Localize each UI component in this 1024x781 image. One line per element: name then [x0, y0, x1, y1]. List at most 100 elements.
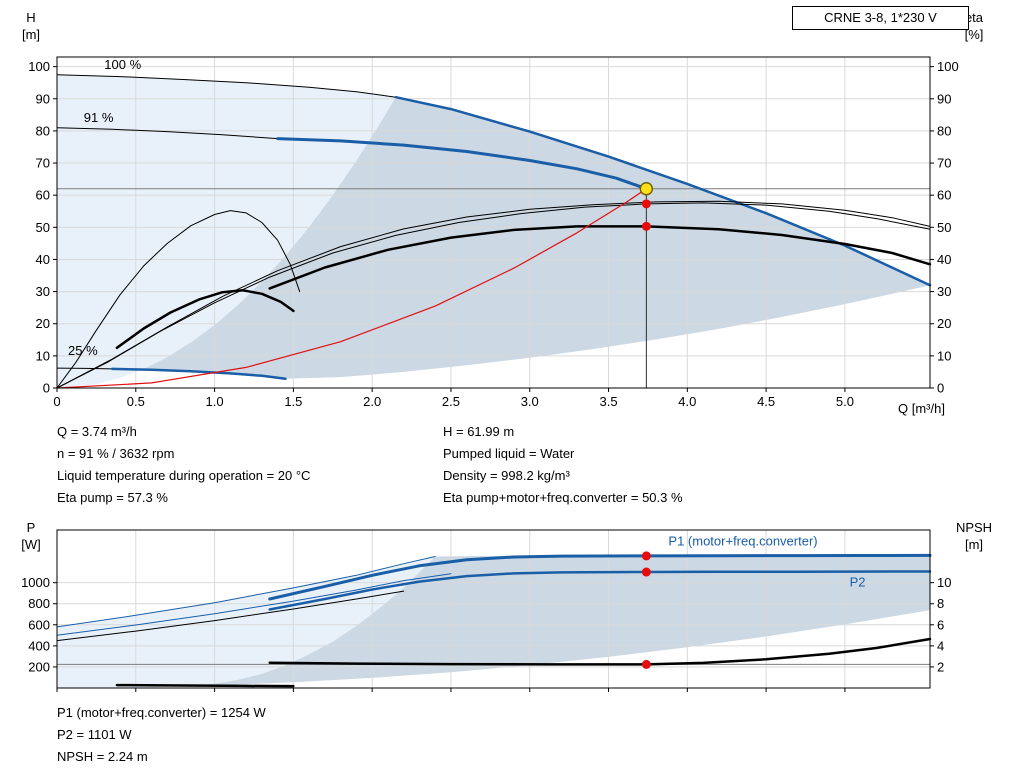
- power-npsh-chart: 200 400 600 800 1000 P [W] 2 4 6 8 10 NPSH [m] P1 (mot…: [21, 520, 992, 692]
- result-liquid-temperature: Liquid temperature during operation = 20…: [57, 468, 311, 483]
- x-tick-label: 0.5: [127, 394, 145, 409]
- left-tick-label: 50: [36, 220, 50, 235]
- hq-curve-100pct: [394, 95, 932, 287]
- power-results: P1 (motor+freq.converter) = 1254 W P2 = …: [57, 702, 266, 768]
- left-tick-label: 10: [36, 348, 50, 363]
- system-affinity-curve: [56, 188, 648, 389]
- hq-curve-91pct-duty: [276, 137, 648, 191]
- duty-results-left: Q = 3.74 m³/h n = 91 % / 3632 rpm Liquid…: [57, 421, 310, 509]
- x-tick-label: 4.0: [678, 394, 696, 409]
- result-npsh: NPSH = 2.24 m: [57, 749, 148, 764]
- left-tick-label: 800: [28, 596, 50, 611]
- right-tick-label: 20: [937, 316, 951, 331]
- x-tick-label: 5.0: [836, 394, 854, 409]
- duty-results-right: H = 61.99 m Pumped liquid = Water Densit…: [443, 421, 683, 509]
- right-axis-label: [%]: [965, 27, 984, 42]
- right-tick-label: 60: [937, 188, 951, 203]
- right-tick-label: 100: [937, 59, 959, 74]
- eta-pump-100pct: [56, 200, 931, 389]
- p1-curve-label: P1 (motor+freq.converter): [668, 534, 817, 549]
- left-tick-label: 30: [36, 284, 50, 299]
- left-tick-label: 400: [28, 638, 50, 653]
- right-tick-label: 40: [937, 252, 951, 267]
- right-tick-label: 0: [937, 381, 944, 396]
- result-speed: n = 91 % / 3632 rpm: [57, 446, 175, 461]
- eta-pump-marker: [641, 199, 651, 209]
- result-p2: P2 = 1101 W: [57, 727, 132, 742]
- x-tick-label: 2.5: [442, 394, 460, 409]
- x-tick-label: 0: [53, 394, 60, 409]
- p2-100pct-thin: [56, 573, 452, 636]
- x-tick-label: 1.0: [206, 394, 224, 409]
- right-tick-label: 80: [937, 123, 951, 138]
- p1-curve-duty: [268, 553, 932, 601]
- p2-marker: [641, 567, 651, 577]
- pump-model-label: CRNE 3-8, 1*230 V: [824, 10, 937, 25]
- result-eta-pump: Eta pump = 57.3 %: [57, 490, 168, 505]
- speed-label-25: 25 %: [68, 343, 98, 358]
- left-tick-label: 100: [28, 59, 50, 74]
- right-tick-label: 70: [937, 156, 951, 171]
- plot-border: [56, 56, 931, 389]
- eta-arc-low-speed-thin: [56, 210, 301, 389]
- right-axis-label: [m]: [965, 537, 983, 552]
- power-operating-envelope: [116, 554, 930, 688]
- npsh-curve: [268, 637, 932, 666]
- hq-curve-100pct-thin: [56, 74, 397, 98]
- p2-curve-duty: [268, 570, 932, 611]
- left-tick-label: 70: [36, 156, 50, 171]
- right-tick-label: 4: [937, 638, 944, 653]
- right-tick-label: 30: [937, 284, 951, 299]
- p1-marker: [641, 551, 651, 561]
- pump-model-box: CRNE 3-8, 1*230 V: [792, 6, 969, 30]
- eta-arc-low-speed-thick: [115, 289, 295, 350]
- x-tick-label: 4.5: [757, 394, 775, 409]
- result-density: Density = 998.2 kg/m³: [443, 468, 570, 483]
- right-tick-label: 10: [937, 575, 951, 590]
- plot-border: [56, 529, 931, 689]
- p-thin-black: [56, 590, 405, 642]
- right-tick-label: 90: [937, 91, 951, 106]
- left-tick-label: 20: [36, 316, 50, 331]
- p2-curve-label: P2: [850, 575, 866, 590]
- eta-total-duty-thick: [268, 225, 932, 290]
- left-tick-label: 60: [36, 188, 50, 203]
- x-tick-label: 3.0: [521, 394, 539, 409]
- hq-curve-25pct-thin: [56, 367, 113, 370]
- left-tick-label: 600: [28, 617, 50, 632]
- right-tick-label: 6: [937, 617, 944, 632]
- power-envelope-left-light: [57, 556, 436, 688]
- left-axis-label: [W]: [21, 537, 41, 552]
- right-tick-label: 10: [937, 348, 951, 363]
- left-tick-label: 0: [43, 381, 50, 396]
- left-tick-label: 200: [28, 659, 50, 674]
- left-axis-label: H: [26, 10, 35, 25]
- speed-label-91: 91 %: [84, 110, 114, 125]
- x-tick-label: 2.0: [363, 394, 381, 409]
- result-p1: P1 (motor+freq.converter) = 1254 W: [57, 705, 266, 720]
- x-tick-label: 3.5: [599, 394, 617, 409]
- hq-curve-25pct: [110, 367, 287, 380]
- right-axis-label: eta: [965, 10, 984, 25]
- speed-label-100: 100 %: [104, 57, 141, 72]
- right-tick-label: 50: [937, 220, 951, 235]
- p1-100pct-thin: [56, 556, 436, 628]
- result-eta-total: Eta pump+motor+freq.converter = 50.3 %: [443, 490, 683, 505]
- left-tick-label: 80: [36, 123, 50, 138]
- duty-point-marker: [639, 182, 654, 196]
- left-axis-label: [m]: [22, 27, 40, 42]
- left-tick-label: 90: [36, 91, 50, 106]
- left-axis-label: P: [27, 520, 36, 535]
- right-tick-label: 2: [937, 659, 944, 674]
- x-tick-label: 1.5: [284, 394, 302, 409]
- low-speed-curve: [115, 683, 295, 688]
- left-tick-label: 40: [36, 252, 50, 267]
- result-flow: Q = 3.74 m³/h: [57, 424, 137, 439]
- x-axis-label: Q [m³/h]: [898, 401, 945, 416]
- envelope-left-light: [57, 74, 396, 388]
- operating-envelope: [112, 97, 930, 379]
- result-pumped-liquid: Pumped liquid = Water: [443, 446, 575, 461]
- eta-pump-91pct: [56, 202, 931, 389]
- eta-total-marker: [641, 221, 651, 231]
